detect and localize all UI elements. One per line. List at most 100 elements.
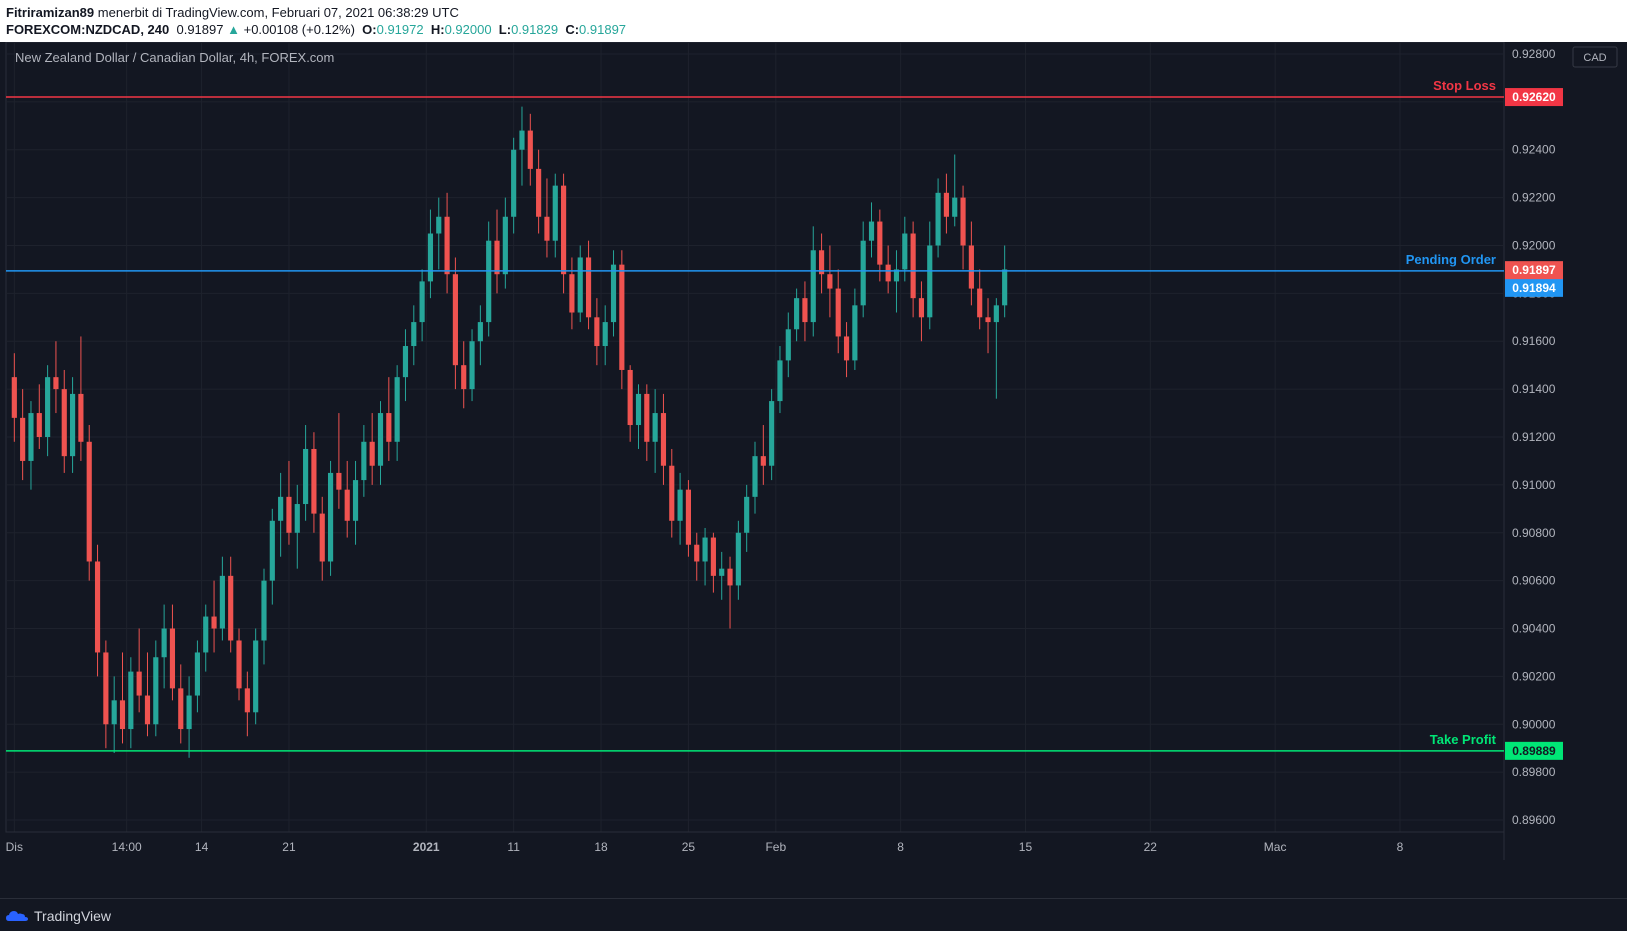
candle-body [186,695,192,730]
candle-body [585,257,592,318]
candle-body [835,288,841,337]
last-price-tag-text: 0.91897 [1512,263,1556,277]
x-tick-label: 22 [1144,840,1158,854]
candle-body [652,413,658,442]
pending-order-label: Pending Order [1406,252,1496,267]
candle-body [294,504,300,533]
candle-body [561,185,567,275]
candle-body [968,245,974,289]
pending-order-price-tag-text: 0.91894 [1512,281,1556,295]
candle-body [469,341,475,390]
candle-body [519,130,525,150]
x-tick-label: 8 [1397,840,1404,854]
candle-body [502,216,508,275]
x-tick-label: 14:00 [112,840,142,854]
candle-body [153,657,159,725]
candle-body [228,575,234,641]
candle-body [752,456,758,497]
candle-body [394,377,400,442]
candle-body [577,257,583,313]
candle-body [677,489,683,521]
candle-body [261,580,267,641]
candle-body [45,377,51,437]
candle-body [544,216,550,241]
x-tick-label: 18 [594,840,608,854]
candle-body [419,281,425,323]
candle-body [744,496,750,533]
candle-body [136,671,142,696]
x-tick-label: 15 [1019,840,1033,854]
x-tick-label: 11 [507,840,520,854]
tradingview-logo[interactable]: TradingView [6,908,111,924]
candle-body [119,700,126,730]
header-bar: Fitriramizan89 menerbit di TradingView.c… [0,0,1627,42]
candle-body [278,496,284,521]
chart-area[interactable] [0,42,1627,898]
candle-body [211,616,217,629]
publish-text: menerbit di TradingView.com, Februari 07… [97,5,459,20]
x-tick-label: Mac [1264,840,1287,854]
candle-body [78,393,84,442]
candle-body [877,221,883,265]
candle-body [569,274,575,313]
y-tick-label: 0.90800 [1512,526,1556,540]
candle-body [827,274,833,289]
stop-loss-price-tag-text: 0.92620 [1512,90,1556,104]
candle-body [53,377,59,390]
candle-body [735,532,741,586]
candle-body [20,417,26,461]
candle-body [436,216,442,234]
candle-body [203,616,209,653]
candle-body [794,298,800,330]
candle-body [511,149,517,217]
close-value: 0.91897 [579,22,627,37]
candle-body [960,197,966,246]
candle-body [111,700,117,725]
candle-body [319,513,325,562]
candle-body [169,628,176,689]
candle-body [769,401,775,466]
candle-body [993,305,999,323]
open-label: O: [362,22,377,37]
x-tick-label: 2021 [413,840,440,854]
candle-body [144,695,151,725]
candle-body [552,185,558,241]
close-label: C: [565,22,580,37]
candle-body [943,192,949,217]
candle-body [253,640,259,713]
candle-body [843,336,850,361]
candle-body [694,544,700,562]
candle-body [935,192,941,246]
candle-body [61,389,67,457]
y-tick-label: 0.92200 [1512,191,1556,205]
last-price-text: 0.91897 [176,22,224,37]
candle-body [344,489,350,521]
x-tick-label: 8 [897,840,904,854]
candle-body [411,322,417,347]
candle-body [69,393,76,457]
candle-body [477,322,483,342]
candle-body [777,360,783,402]
symbol-label: FOREXCOM:NZDCAD, 240 [6,22,170,37]
candle-body [461,365,467,390]
low-value: 0.91829 [511,22,559,37]
last-price-tag [1505,261,1563,280]
open-value: 0.91972 [376,22,424,37]
footer-bar: TradingView [0,898,1627,931]
candle-body [219,575,225,629]
currency-label: CAD [1583,52,1606,64]
candle-body [669,465,675,521]
candle-body [194,652,200,696]
candle-body [86,441,92,562]
symbol-info: FOREXCOM:NZDCAD, 240 0.91897 ▲ +0.00108 … [6,22,626,37]
candlestick-chart[interactable]: 0.89600 0.89800 0.90000 0.90200 0.90400 0.906… [0,42,1627,898]
candle-body [927,245,933,318]
y-tick-label: 0.92000 [1512,238,1556,252]
candle-body [885,264,891,282]
publisher-name[interactable]: Fitriramizan89 [6,5,95,20]
take-profit-price-tag [1505,741,1563,760]
candle-body [244,688,250,713]
y-tick-label: 0.89800 [1512,765,1556,779]
x-tick-label: 21 [282,840,296,854]
currency-box[interactable] [1572,46,1618,68]
